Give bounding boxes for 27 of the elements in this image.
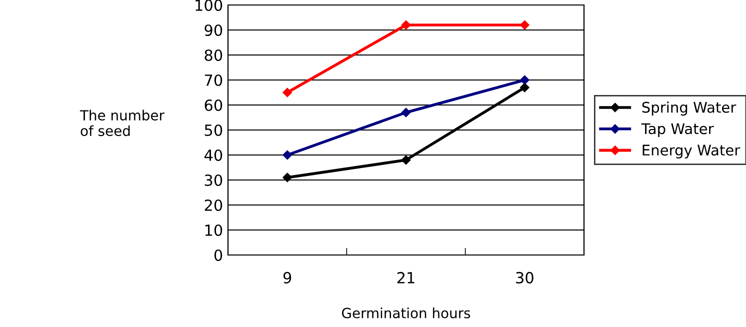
y-tick-label: 20 bbox=[204, 199, 222, 212]
x-axis-title: Germination hours bbox=[342, 308, 470, 318]
point bbox=[282, 172, 292, 182]
x-tick-label: 21 bbox=[397, 272, 414, 284]
y-tick-label: 50 bbox=[204, 124, 222, 136]
legend-label: Tap Water bbox=[641, 123, 714, 138]
y-tick-label: 80 bbox=[204, 49, 222, 62]
legend-label: Spring Water bbox=[642, 102, 736, 116]
y-tick-label: 10 bbox=[205, 224, 222, 236]
point bbox=[401, 108, 411, 118]
y-tick-label: 90 bbox=[204, 24, 222, 36]
y-tick-label: 60 bbox=[204, 99, 222, 112]
point bbox=[520, 82, 530, 92]
point bbox=[401, 155, 411, 165]
point bbox=[282, 150, 292, 160]
x-tick-label: 30 bbox=[516, 272, 534, 284]
point bbox=[401, 20, 411, 30]
point bbox=[520, 20, 530, 30]
legend-label: Energy Water bbox=[642, 144, 740, 158]
y-axis-title: The number of seed bbox=[80, 110, 164, 136]
y-tick-label: 30 bbox=[204, 174, 222, 186]
y-tick-label: 40 bbox=[204, 149, 222, 162]
y-tick-label: 0 bbox=[214, 249, 222, 262]
point bbox=[520, 75, 530, 85]
point bbox=[282, 88, 292, 98]
y-tick-label: 70 bbox=[204, 74, 222, 86]
x-tick-label: 9 bbox=[283, 272, 292, 284]
